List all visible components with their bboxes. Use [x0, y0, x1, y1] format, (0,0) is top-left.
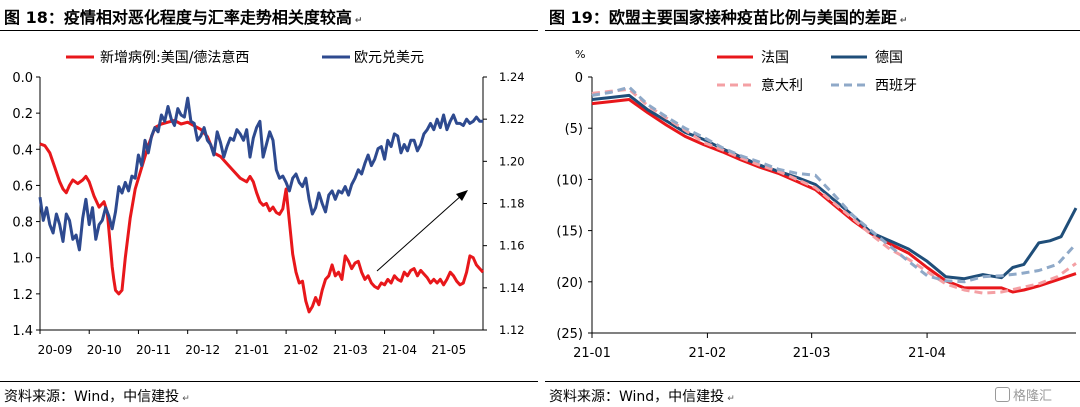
y-left-tick-label: 1.4	[12, 324, 33, 339]
legend-label-1: 新增病例:美国/德法意西	[100, 49, 249, 66]
x-tick-label: 21-04	[908, 346, 946, 361]
chart-19-svg: % 0 (5) (10) (15) (20) (25) 21-01 21-02 21-03 21-0…	[556, 48, 1078, 361]
x-tick-label: 21-04	[382, 343, 417, 357]
x-tick-label: 21-02	[284, 343, 319, 357]
trend-arrow-head	[456, 190, 468, 201]
y-left-tick-label: 0.8	[12, 216, 33, 231]
x-tick-label: 21-02	[689, 346, 727, 361]
x-tick-label: 21-05	[431, 343, 466, 357]
x-tick-label: 21-03	[793, 346, 831, 361]
legend-label-3: 意大利	[761, 77, 803, 94]
y-right-tick-label: 1.12	[499, 323, 525, 337]
y-right-tick-label: 1.18	[499, 197, 525, 211]
y-tick-label: 0	[575, 71, 583, 86]
y-tick-label: (10)	[556, 173, 583, 188]
source-rule	[545, 381, 1080, 382]
legend-label-4: 西班牙	[875, 78, 917, 94]
title-rule	[545, 30, 1080, 31]
legend-label-1: 法国	[761, 50, 789, 66]
series-line-4	[591, 85, 1078, 284]
y-left-tick-label: 0.6	[12, 179, 33, 194]
y-tick-label: (15)	[556, 225, 583, 240]
figure-18-source: 资料来源：Wind，中信建投 ↵	[4, 389, 190, 405]
y-right-tick-label: 1.14	[499, 281, 525, 295]
y-tick-label: (5)	[565, 122, 583, 137]
x-tick-label: 21-01	[573, 346, 611, 361]
x-tick-label: 20-12	[185, 343, 220, 357]
x-tick-label: 20-10	[87, 343, 122, 357]
y-right-tick-label: 1.24	[499, 70, 525, 84]
y-axis-label: %	[575, 48, 585, 61]
figure-19-source: 资料来源：Wind，中信建投 ↵	[549, 389, 735, 405]
legend-label-2: 德国	[875, 50, 903, 66]
watermark-logo: 格隆汇	[995, 385, 1052, 404]
trend-arrow-line	[376, 194, 463, 272]
x-tick-label: 20-09	[38, 343, 73, 357]
title-rule	[0, 30, 538, 31]
chart-18-svg: 0.0 0.2 0.4 0.6 0.8 1.0 1.2 1.4 1.12 1.14 1.16 1.18…	[12, 49, 525, 357]
y-left-tick-label: 0.4	[12, 143, 33, 158]
y-left-tick-label: 0.0	[12, 71, 33, 86]
series-line-2	[38, 96, 483, 252]
x-tick-label: 20-11	[136, 343, 171, 357]
y-left-tick-label: 0.2	[12, 107, 33, 122]
y-right-tick-label: 1.20	[499, 154, 525, 168]
y-left-tick-label: 1.2	[12, 288, 33, 303]
x-tick-label: 21-03	[333, 343, 368, 357]
y-right-tick-label: 1.16	[499, 239, 525, 253]
figure-19-title: 图 19：欧盟主要国家接种疫苗比例与美国的差距 ↵	[549, 8, 908, 27]
series-line-1	[39, 118, 485, 314]
x-tick-label: 21-01	[234, 343, 269, 357]
y-left-tick-label: 1.0	[12, 252, 33, 267]
y-tick-label: (25)	[556, 327, 583, 342]
figure-18-panel: 图 18：疫情相对恶化程度与汇率走势相关度较高 ↵ 0.0 0.2 0.4 0.6 0.8…	[0, 0, 538, 407]
legend-label-2: 欧元兑美元	[354, 50, 424, 66]
source-rule	[0, 381, 538, 382]
y-tick-label: (20)	[556, 276, 583, 291]
figure-19-panel: 图 19：欧盟主要国家接种疫苗比例与美国的差距 ↵ % 0 (5) (10) (15) (2…	[545, 0, 1080, 407]
figure-18-title: 图 18：疫情相对恶化程度与汇率走势相关度较高 ↵	[4, 8, 363, 27]
y-right-tick-label: 1.22	[499, 112, 525, 126]
